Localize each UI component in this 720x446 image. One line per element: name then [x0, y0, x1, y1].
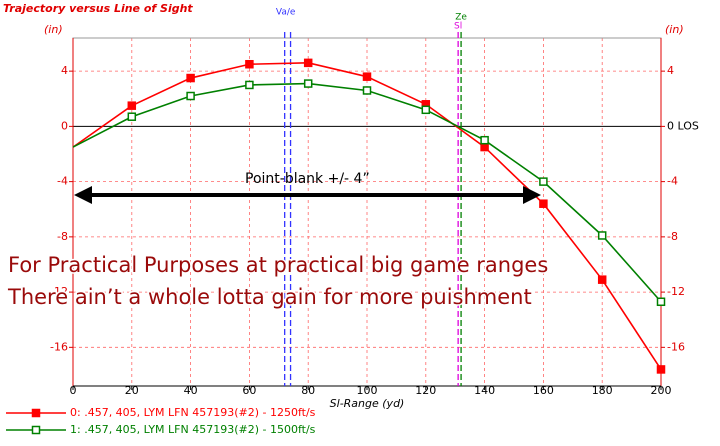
reference-label: Sl: [454, 22, 462, 32]
x-tick-label: 120: [415, 384, 436, 397]
y2-tick-label: -12: [667, 285, 685, 298]
marker: [362, 72, 372, 81]
y2-tick-label: -4: [667, 175, 678, 188]
marker: [597, 275, 607, 284]
x-tick-label: 20: [125, 384, 139, 397]
marker: [186, 73, 195, 83]
y-unit-left: (in): [44, 23, 63, 36]
y2-tick-label: 0 LOS: [667, 119, 699, 132]
marker: [245, 59, 254, 69]
plot-area: 0 20 40 60 80 100 120 140 160 180 20040-4-8-12-164…: [6, 8, 699, 436]
x-tick-label: 0: [70, 384, 77, 397]
marker: [656, 297, 666, 307]
marker: [480, 142, 489, 152]
legend-label: 0: .457, 405, LYM LFN 457193(#2) - 1250f…: [70, 406, 316, 419]
reference-label: Va/e: [276, 8, 296, 18]
x-tick-label: 100: [357, 384, 378, 397]
marker: [245, 80, 254, 90]
y-unit-right: (in): [665, 23, 684, 36]
marker: [480, 135, 489, 145]
marker: [127, 112, 137, 121]
x-axis-label: Sl-Range (yd): [330, 397, 405, 410]
chart-title: Trajectory versus Line of Sight: [3, 2, 193, 15]
y-tick-label: 0: [61, 119, 68, 132]
y-tick-label: -4: [57, 175, 68, 188]
y2-tick-label: 4: [667, 64, 674, 77]
legend-marker: [31, 408, 41, 418]
y2-tick-label: -16: [667, 340, 685, 353]
y-tick-label: -16: [50, 340, 68, 353]
x-tick-label: 60: [242, 384, 256, 397]
x-tick-label: 180: [592, 384, 613, 397]
reference-label: Ze: [455, 13, 467, 23]
arrow-head: [74, 186, 92, 204]
x-tick-label: 40: [184, 384, 198, 397]
overlay-text: There ain’t a whole lotta gain for more …: [7, 285, 532, 309]
marker: [539, 199, 548, 208]
x-tick-label: 160: [533, 384, 554, 397]
marker: [303, 58, 313, 68]
annotation: Point-blank +/- 4”: [245, 171, 370, 187]
y-tick-label: 4: [61, 64, 68, 77]
marker: [127, 101, 137, 110]
x-tick-label: 140: [474, 384, 495, 397]
marker: [186, 91, 195, 101]
marker: [362, 86, 372, 95]
legend-marker: [31, 425, 41, 435]
y-tick-label: -12: [50, 285, 68, 298]
marker: [539, 177, 548, 186]
x-tick-label: 200: [651, 384, 672, 397]
y2-tick-label: -8: [667, 230, 678, 243]
x-tick-label: 80: [301, 384, 315, 397]
legend-label: 1: .457, 405, LYM LFN 457193(#2) - 1500f…: [70, 423, 316, 436]
point-blank-arrow: [74, 186, 541, 204]
marker: [656, 365, 666, 374]
overlay-text: For Practical Purposes at practical big …: [8, 253, 548, 277]
arrow-head: [523, 186, 541, 204]
marker: [421, 105, 431, 115]
y-tick-label: -8: [57, 230, 68, 243]
marker: [597, 231, 607, 240]
marker: [303, 79, 313, 88]
